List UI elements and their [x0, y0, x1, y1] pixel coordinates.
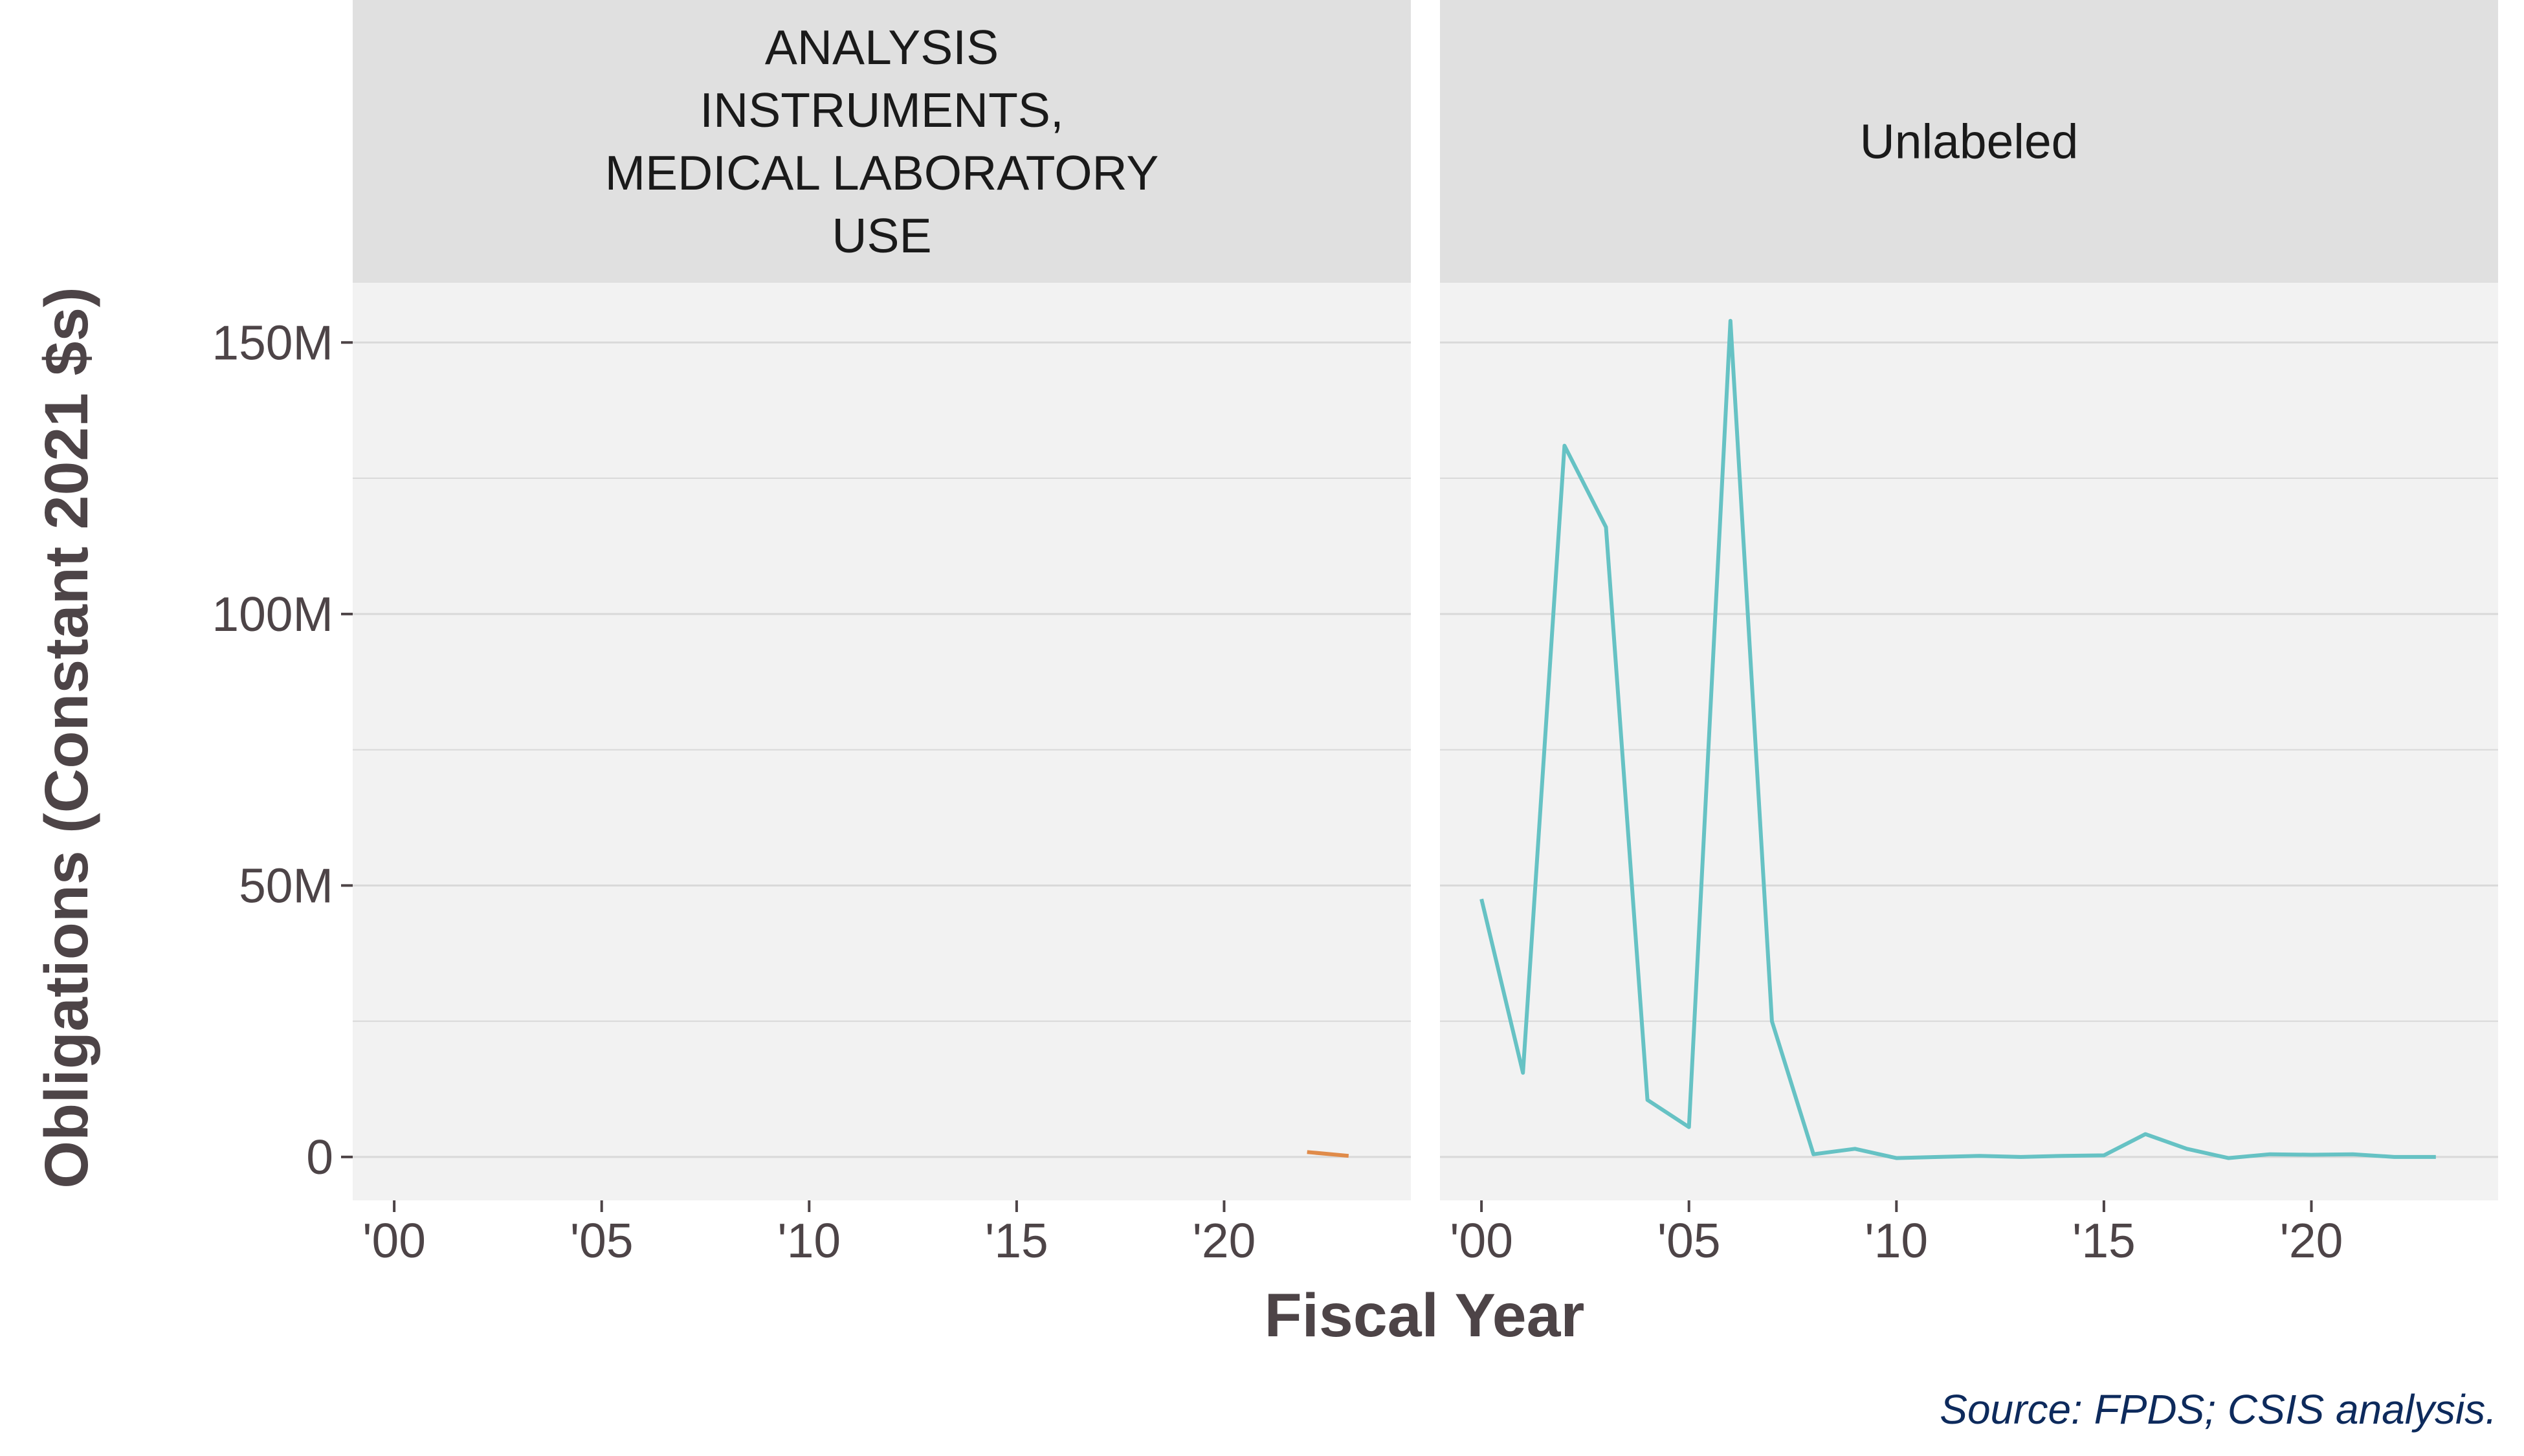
source-caption: Source: FPDS; CSIS analysis.: [1940, 1386, 2497, 1433]
y-axis-title: Obligations (Constant 2021 $s): [32, 287, 101, 1189]
plot-panel-background: [1440, 283, 2498, 1200]
x-tick-label: '00: [362, 1213, 426, 1268]
x-axis-title: Fiscal Year: [1265, 1281, 1585, 1350]
series-line: [1307, 1150, 1349, 1158]
x-tick-label: '10: [777, 1213, 841, 1268]
x-tick-label: '05: [570, 1213, 634, 1268]
facet-strip: [353, 0, 1411, 283]
facet-panel-2: Unlabeled '00 '05 '10 '15 '20: [1440, 0, 2498, 1268]
x-tick-label: '20: [2280, 1213, 2343, 1268]
facet-strip-label: Unlabeled: [1860, 115, 2079, 169]
facet-strip-label: INSTRUMENTS,: [700, 83, 1064, 137]
y-tick-label: 150M: [212, 315, 333, 370]
series-line: [1479, 318, 2436, 1160]
y-tick-label: 0: [306, 1130, 333, 1184]
y-tick-label: 50M: [239, 858, 333, 912]
x-tick-label: '10: [1865, 1213, 1928, 1268]
facet-strip-label: MEDICAL LABORATORY: [605, 146, 1159, 200]
x-tick-label: '15: [2072, 1213, 2136, 1268]
x-tick-label: '20: [1193, 1213, 1256, 1268]
y-tick-label: 100M: [212, 587, 333, 641]
x-tick-label: '00: [1450, 1213, 1513, 1268]
facet-strip-label: USE: [832, 208, 931, 263]
facet-panel-1: ANALYSIS INSTRUMENTS, MEDICAL LABORATORY US…: [212, 0, 1411, 1268]
facet-strip: [1440, 0, 2498, 283]
x-tick-label: '05: [1657, 1213, 1721, 1268]
chart-panels: ANALYSIS INSTRUMENTS, MEDICAL LABORATORY US…: [212, 0, 2498, 1268]
x-tick-label: '15: [985, 1213, 1048, 1268]
plot-panel-background: [353, 283, 1411, 1200]
facet-strip-label: ANALYSIS: [765, 20, 999, 74]
